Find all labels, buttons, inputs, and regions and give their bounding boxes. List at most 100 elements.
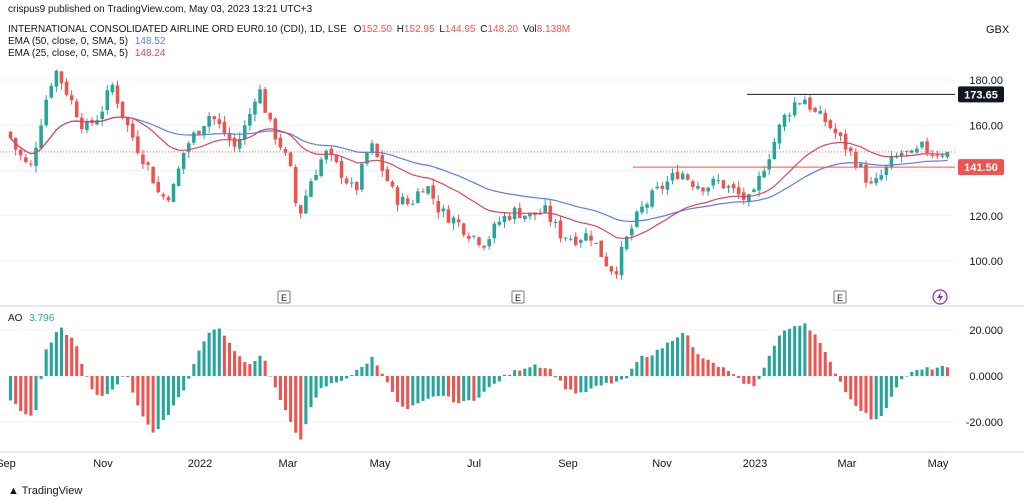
ao-bar[interactable] — [187, 376, 191, 379]
candle[interactable] — [915, 145, 919, 155]
ao-bar[interactable] — [528, 367, 532, 376]
ao-bar[interactable] — [645, 357, 649, 376]
candle[interactable] — [349, 177, 354, 188]
candle[interactable] — [166, 195, 171, 203]
candle[interactable] — [105, 85, 110, 115]
candle[interactable] — [573, 232, 578, 247]
candle[interactable] — [288, 152, 293, 167]
candle[interactable] — [258, 84, 262, 105]
ema50-line[interactable] — [10, 116, 948, 223]
candle[interactable] — [34, 141, 38, 173]
candle[interactable] — [176, 165, 181, 187]
candle[interactable] — [650, 188, 654, 209]
candle[interactable] — [360, 161, 364, 192]
candle[interactable] — [461, 222, 466, 237]
candle[interactable] — [507, 213, 512, 222]
ao-bar[interactable] — [569, 376, 573, 390]
candle[interactable] — [497, 216, 502, 227]
ao-bar[interactable] — [212, 329, 216, 376]
ao-bar[interactable] — [477, 376, 481, 398]
ao-bar[interactable] — [426, 376, 430, 399]
ao-bar[interactable] — [49, 342, 53, 376]
ao-bar[interactable] — [548, 368, 552, 376]
ao-bar[interactable] — [752, 376, 756, 387]
candle[interactable] — [477, 236, 481, 248]
candle[interactable] — [446, 205, 451, 224]
candle[interactable] — [232, 133, 237, 153]
candle[interactable] — [523, 215, 527, 223]
candle[interactable] — [421, 188, 425, 193]
ao-bar[interactable] — [508, 374, 512, 376]
ao-bar[interactable] — [217, 328, 221, 376]
ao-bar[interactable] — [54, 332, 58, 376]
ao-bar[interactable] — [808, 330, 812, 376]
candle[interactable] — [192, 130, 196, 146]
candle[interactable] — [864, 160, 868, 188]
candle[interactable] — [69, 90, 74, 105]
candle[interactable] — [920, 141, 924, 150]
ao-bar[interactable] — [126, 376, 130, 378]
ao-bar[interactable] — [436, 376, 440, 397]
ao-bar[interactable] — [375, 365, 379, 376]
candle[interactable] — [716, 174, 721, 185]
candle[interactable] — [828, 119, 833, 130]
ao-bar[interactable] — [711, 362, 715, 376]
candle[interactable] — [278, 133, 283, 151]
ao-bar[interactable] — [564, 376, 568, 390]
candle[interactable] — [665, 176, 670, 195]
ao-bar[interactable] — [482, 376, 486, 392]
ao-bar[interactable] — [136, 376, 140, 406]
ao-bar[interactable] — [732, 374, 736, 376]
candle[interactable] — [304, 189, 308, 215]
candle[interactable] — [85, 118, 89, 134]
ao-bar[interactable] — [706, 359, 710, 376]
ao-bar[interactable] — [523, 368, 527, 376]
candle[interactable] — [237, 132, 242, 153]
ao-bar[interactable] — [105, 376, 109, 394]
ao-bar[interactable] — [161, 376, 165, 421]
candle[interactable] — [803, 95, 807, 105]
ao-bar[interactable] — [80, 363, 84, 376]
candle[interactable] — [390, 180, 395, 189]
candle[interactable] — [777, 123, 782, 150]
ao-bar[interactable] — [676, 337, 680, 376]
ao-bar[interactable] — [777, 335, 781, 376]
candle[interactable] — [334, 154, 339, 164]
tradingview-logo[interactable]: ▲ TradingView — [8, 485, 82, 497]
ao-bar[interactable] — [19, 376, 23, 412]
ema50-legend[interactable]: EMA (50, close, 0, SMA, 5) 148.52 — [8, 36, 165, 47]
candle[interactable] — [726, 184, 731, 193]
ao-bar[interactable] — [849, 376, 853, 400]
ao-bar[interactable] — [34, 376, 38, 411]
ao-bar[interactable] — [604, 376, 608, 383]
candle[interactable] — [39, 118, 43, 150]
candle[interactable] — [838, 131, 843, 141]
candle[interactable] — [589, 230, 593, 247]
candle[interactable] — [640, 201, 644, 215]
candle[interactable] — [945, 151, 950, 159]
resistance-label[interactable]: 173.65 — [958, 86, 1004, 103]
candle[interactable] — [451, 215, 456, 230]
ao-bar[interactable] — [900, 376, 904, 380]
candle[interactable] — [782, 113, 787, 132]
ao-bar[interactable] — [574, 376, 578, 394]
ao-bar[interactable] — [716, 366, 720, 376]
candle[interactable] — [848, 146, 853, 157]
candle[interactable] — [910, 149, 914, 153]
candle[interactable] — [242, 120, 247, 145]
candle[interactable] — [171, 182, 176, 203]
candle[interactable] — [680, 170, 685, 181]
candle[interactable] — [380, 149, 385, 178]
candle[interactable] — [339, 157, 344, 185]
ao-bar[interactable] — [869, 376, 873, 420]
ao-bar[interactable] — [940, 365, 944, 376]
candle[interactable] — [441, 204, 446, 218]
candle[interactable] — [879, 169, 884, 182]
ao-bar[interactable] — [467, 376, 471, 401]
ao-bar[interactable] — [421, 376, 425, 401]
ao-bar[interactable] — [289, 376, 293, 422]
candle[interactable] — [130, 119, 135, 141]
candle[interactable] — [314, 169, 318, 181]
ao-bar[interactable] — [630, 368, 634, 376]
candle[interactable] — [823, 108, 828, 127]
